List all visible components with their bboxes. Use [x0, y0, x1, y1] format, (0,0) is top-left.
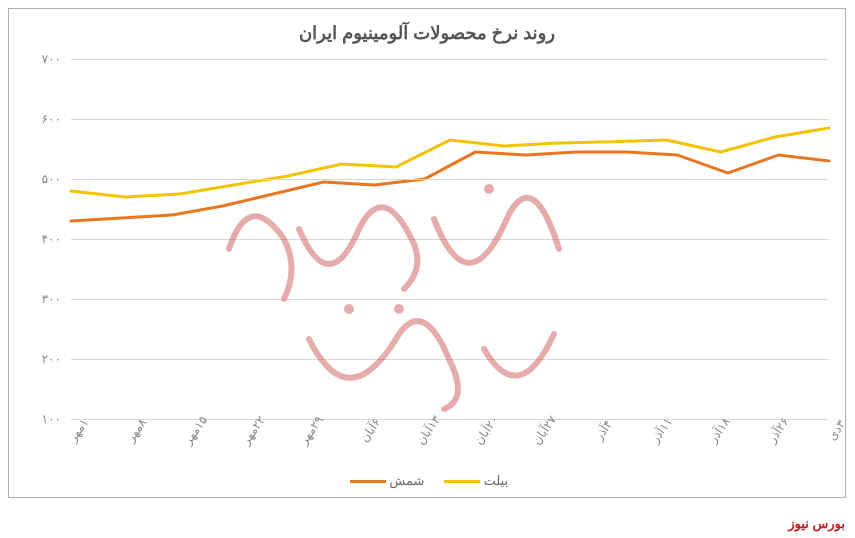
- legend-label-0: بیلت: [484, 473, 509, 488]
- y-axis-label: ۶۰۰: [42, 112, 61, 126]
- legend-swatch-1: [350, 480, 386, 483]
- gridline: [71, 299, 829, 300]
- x-axis-label: ۱مهر: [65, 416, 91, 445]
- x-axis-label: ۸مهر: [124, 416, 150, 445]
- gridline: [71, 419, 829, 420]
- legend-item-0: بیلت: [440, 473, 508, 489]
- legend-swatch-0: [444, 480, 480, 483]
- x-axis-label: ۶آبان: [357, 416, 383, 445]
- gridline: [71, 239, 829, 240]
- gridline: [71, 119, 829, 120]
- series-line: [71, 152, 829, 221]
- legend: بیلت شمش: [9, 473, 845, 489]
- gridline: [71, 179, 829, 180]
- legend-label-1: شمش: [389, 473, 424, 488]
- chart-container: روند نرخ محصولات آلومینیوم ایران ۱۰۰۲۰۰۳…: [8, 8, 846, 498]
- gridline: [71, 359, 829, 360]
- legend-item-1: شمش: [346, 473, 425, 489]
- gridline: [71, 59, 829, 60]
- chart-title: روند نرخ محصولات آلومینیوم ایران: [9, 9, 845, 50]
- x-axis-label: ۴آذر: [591, 418, 614, 443]
- y-axis-label: ۳۰۰: [42, 292, 61, 306]
- y-axis-label: ۷۰۰: [42, 52, 61, 66]
- x-axis-label: ۳دی: [825, 417, 849, 442]
- y-axis-label: ۲۰۰: [42, 352, 61, 366]
- footer-brand: بورس نیوز: [788, 516, 845, 532]
- series-line: [71, 128, 829, 197]
- y-axis-label: ۴۰۰: [42, 232, 61, 246]
- y-axis-label: ۱۰۰: [42, 412, 61, 426]
- y-axis-label: ۵۰۰: [42, 172, 61, 186]
- plot-area: ۱۰۰۲۰۰۳۰۰۴۰۰۵۰۰۶۰۰۷۰۰۱مهر۸مهر۱۵مهر۲۲مهر۲…: [71, 59, 829, 419]
